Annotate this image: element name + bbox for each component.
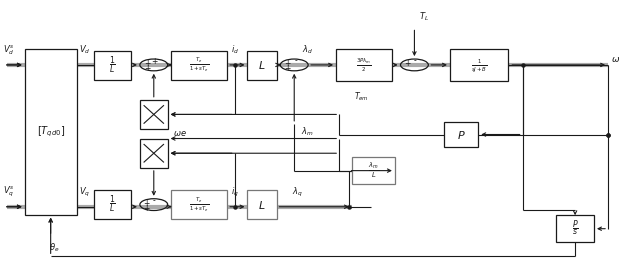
Text: +: + [152,56,158,66]
Text: $\omega e$: $\omega e$ [172,129,186,138]
Bar [94,190,131,219]
Bar [247,51,276,80]
Bar [336,49,392,81]
Text: $T_{em}$: $T_{em}$ [354,90,368,103]
Text: $\frac{1}{L}$: $\frac{1}{L}$ [109,54,116,76]
Text: -: - [414,56,417,66]
Text: +: + [144,204,150,213]
Text: $\lambda_d$: $\lambda_d$ [302,44,313,56]
Bar [352,157,395,184]
Bar [25,49,77,215]
Text: $i_q$: $i_q$ [231,186,239,199]
Text: $\frac{3P\lambda_m}{2}$: $\frac{3P\lambda_m}{2}$ [356,56,372,74]
Text: $\lambda_q$: $\lambda_q$ [292,186,303,199]
Text: $\lambda_m$: $\lambda_m$ [301,125,313,138]
Text: $V_d$: $V_d$ [79,44,91,56]
Text: -: - [294,56,297,66]
Text: +: + [145,64,151,73]
Text: $V_q$: $V_q$ [79,186,91,199]
Bar [94,51,131,80]
Text: $\frac{T_e}{1+sT_e}$: $\frac{T_e}{1+sT_e}$ [189,196,210,214]
Text: $\theta_e$: $\theta_e$ [49,242,59,254]
Text: -: - [153,196,156,205]
Text: $\frac{P}{s}$: $\frac{P}{s}$ [572,219,578,239]
Text: +: + [284,59,290,68]
Text: $\frac{1}{sJ+B}$: $\frac{1}{sJ+B}$ [470,57,488,74]
Text: $\omega$: $\omega$ [611,55,620,64]
Text: $i_d$: $i_d$ [231,44,239,56]
Text: $\frac{1}{L}$: $\frac{1}{L}$ [109,194,116,215]
Text: $P$: $P$ [456,129,465,140]
Text: +: + [144,199,150,208]
Bar [444,122,478,147]
Text: $L$: $L$ [258,59,266,71]
Bar [140,100,168,129]
Text: +: + [145,59,151,68]
Bar [172,51,227,80]
Text: $[T_{qd0}]$: $[T_{qd0}]$ [37,125,65,139]
Text: $L$: $L$ [258,199,266,211]
Text: +: + [284,64,290,73]
Bar [140,139,168,168]
Bar [556,215,594,242]
Text: $V_d^s$: $V_d^s$ [3,44,14,57]
Text: $\frac{\lambda_m}{L}$: $\frac{\lambda_m}{L}$ [368,161,379,180]
Text: $V_q^s$: $V_q^s$ [3,185,14,199]
Text: $T_L$: $T_L$ [420,11,429,23]
Bar [450,49,508,81]
Bar [172,190,227,219]
Text: $\frac{T_e}{1+sT_e}$: $\frac{T_e}{1+sT_e}$ [189,56,210,74]
Bar [247,190,276,219]
Text: +: + [404,59,411,68]
